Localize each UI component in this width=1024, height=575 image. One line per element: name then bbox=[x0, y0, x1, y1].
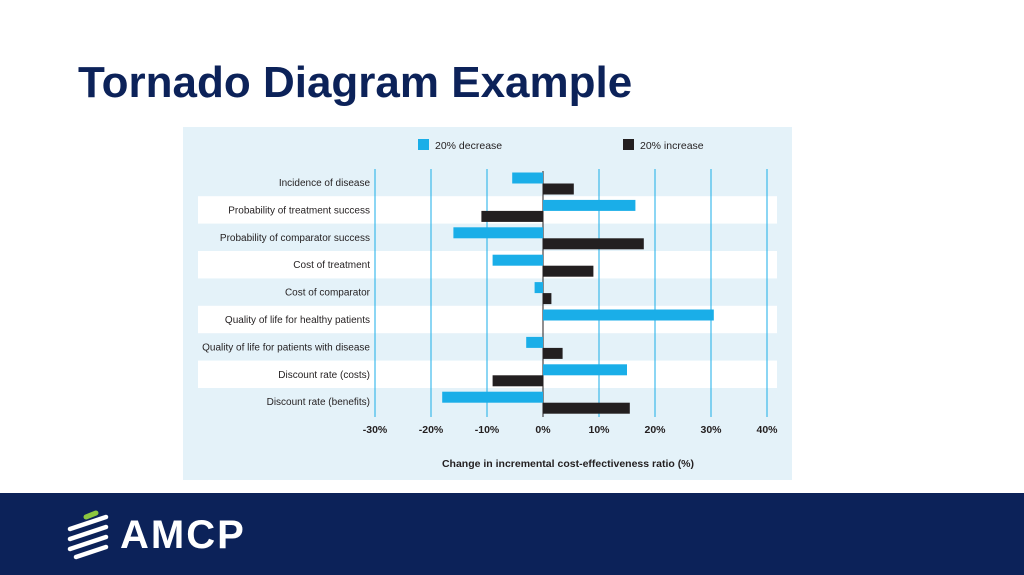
bars bbox=[442, 172, 714, 414]
legend: 20% decrease 20% increase bbox=[418, 139, 704, 152]
bar-20-increase-probability-of-comparator-success bbox=[543, 238, 644, 250]
bar-20-decrease-discount-rate-costs bbox=[543, 364, 627, 376]
x-tick-label-0: 0% bbox=[535, 424, 551, 436]
x-axis-label: Change in incremental cost-effectiveness… bbox=[442, 458, 694, 470]
x-tick-label-10: -10% bbox=[475, 424, 500, 436]
bar-20-decrease-probability-of-treatment-success bbox=[543, 199, 636, 211]
category-label-discount-rate-costs: Discount rate (costs) bbox=[278, 370, 370, 381]
category-label-cost-of-treatment: Cost of treatment bbox=[293, 260, 370, 271]
amcp-stripes-icon bbox=[67, 510, 109, 560]
x-tick-label-20: 20% bbox=[644, 424, 666, 436]
slide-title: Tornado Diagram Example bbox=[78, 58, 633, 107]
bar-20-increase-discount-rate-costs bbox=[492, 375, 543, 387]
bar-20-increase-incidence-of-disease bbox=[543, 183, 574, 195]
bar-20-decrease-cost-of-treatment bbox=[492, 254, 543, 266]
category-labels: Incidence of disease Probability of treat… bbox=[202, 178, 371, 408]
legend-label-increase: 20% increase bbox=[640, 140, 704, 152]
legend-swatch-decrease bbox=[418, 139, 429, 150]
bar-20-decrease-discount-rate-benefits bbox=[442, 391, 543, 403]
category-label-probability-of-treatment-success: Probability of treatment success bbox=[228, 205, 370, 216]
x-tick-label-10: 10% bbox=[588, 424, 610, 436]
x-tick-label-40: 40% bbox=[756, 424, 778, 436]
category-label-discount-rate-benefits: Discount rate (benefits) bbox=[267, 397, 370, 408]
tornado-chart-panel: Incidence of disease Probability of treat… bbox=[183, 127, 792, 480]
x-tick-label-30: -30% bbox=[363, 424, 388, 436]
bar-20-increase-cost-of-treatment bbox=[543, 265, 594, 277]
x-tick-label-20: -20% bbox=[419, 424, 444, 436]
bar-20-decrease-quality-of-life-for-healthy-patients bbox=[543, 309, 714, 321]
bar-20-increase-probability-of-treatment-success bbox=[481, 210, 543, 222]
bar-20-decrease-cost-of-comparator bbox=[534, 282, 543, 294]
bar-20-increase-quality-of-life-for-patients-with-disease bbox=[543, 347, 563, 359]
category-label-incidence-of-disease: Incidence of disease bbox=[279, 178, 371, 189]
x-tick-label-30: 30% bbox=[700, 424, 722, 436]
gridlines bbox=[374, 169, 768, 417]
amcp-logo-text: AMCP bbox=[120, 513, 246, 557]
bar-20-decrease-incidence-of-disease bbox=[512, 172, 543, 184]
category-label-quality-of-life-for-healthy-patients: Quality of life for healthy patients bbox=[225, 315, 370, 326]
legend-swatch-increase bbox=[623, 139, 634, 150]
bar-20-decrease-probability-of-comparator-success bbox=[453, 227, 543, 239]
bar-20-increase-discount-rate-benefits bbox=[543, 402, 630, 414]
footer-bar: AMCP bbox=[0, 493, 1024, 575]
bar-20-decrease-quality-of-life-for-patients-with-disease bbox=[526, 336, 543, 348]
category-label-quality-of-life-for-patients-with-disease: Quality of life for patients with diseas… bbox=[202, 342, 370, 353]
legend-label-decrease: 20% decrease bbox=[435, 140, 502, 152]
tornado-chart: Incidence of disease Probability of treat… bbox=[198, 139, 778, 470]
category-label-probability-of-comparator-success: Probability of comparator success bbox=[220, 233, 370, 244]
bar-20-increase-cost-of-comparator bbox=[543, 293, 552, 305]
category-label-cost-of-comparator: Cost of comparator bbox=[285, 288, 371, 299]
tick-labels: -30% -20% -10% 0% 10% 20% 30% 40% bbox=[363, 424, 778, 436]
